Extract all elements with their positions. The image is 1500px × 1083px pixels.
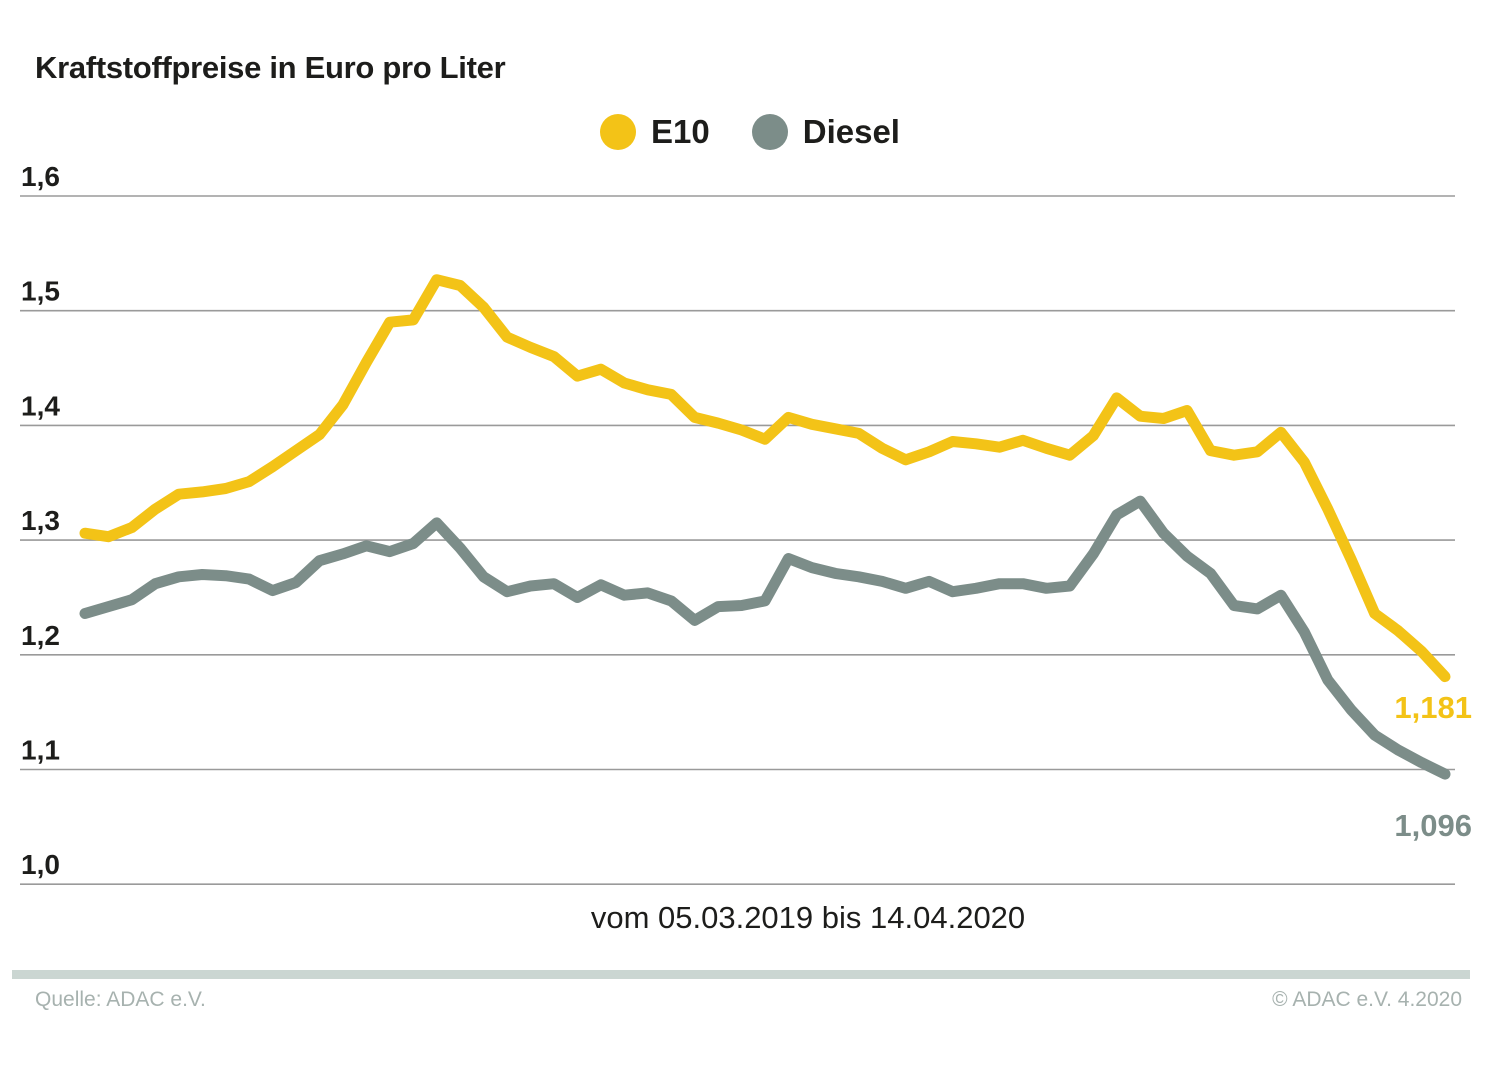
legend-label-diesel: Diesel — [802, 113, 900, 150]
legend-item-e10: E10 — [600, 113, 710, 151]
diesel-last-value-label: 1,096 — [1394, 808, 1472, 843]
e10-last-value-label: 1,181 — [1394, 690, 1472, 725]
e10-dot-icon — [600, 114, 637, 150]
y-tick-label: 1,2 — [21, 620, 60, 651]
y-tick-label: 1,4 — [21, 390, 60, 421]
x-axis-range-label: vom 05.03.2019 bis 14.04.2020 — [590, 900, 1026, 935]
series-line-e10 — [79, 274, 1451, 683]
y-tick-label: 1,3 — [21, 505, 60, 536]
footer-divider-bar — [12, 970, 1470, 979]
y-tick-label: 1,5 — [21, 276, 60, 307]
legend-item-diesel: Diesel — [751, 113, 900, 151]
footer-copyright-text: © ADAC e.V. 4.2020 — [1272, 988, 1462, 1011]
series-line-diesel — [79, 495, 1451, 780]
diesel-dot-icon — [751, 114, 788, 150]
y-tick-label: 1,1 — [21, 735, 60, 766]
chart-legend: E10 Diesel — [0, 113, 1500, 151]
y-tick-label: 1,0 — [21, 849, 60, 880]
legend-label-e10: E10 — [651, 113, 710, 150]
page-title: Kraftstoffpreise in Euro pro Liter — [35, 50, 506, 85]
y-tick-label: 1,6 — [21, 161, 60, 192]
footer-source-text: Quelle: ADAC e.V. — [35, 988, 206, 1011]
